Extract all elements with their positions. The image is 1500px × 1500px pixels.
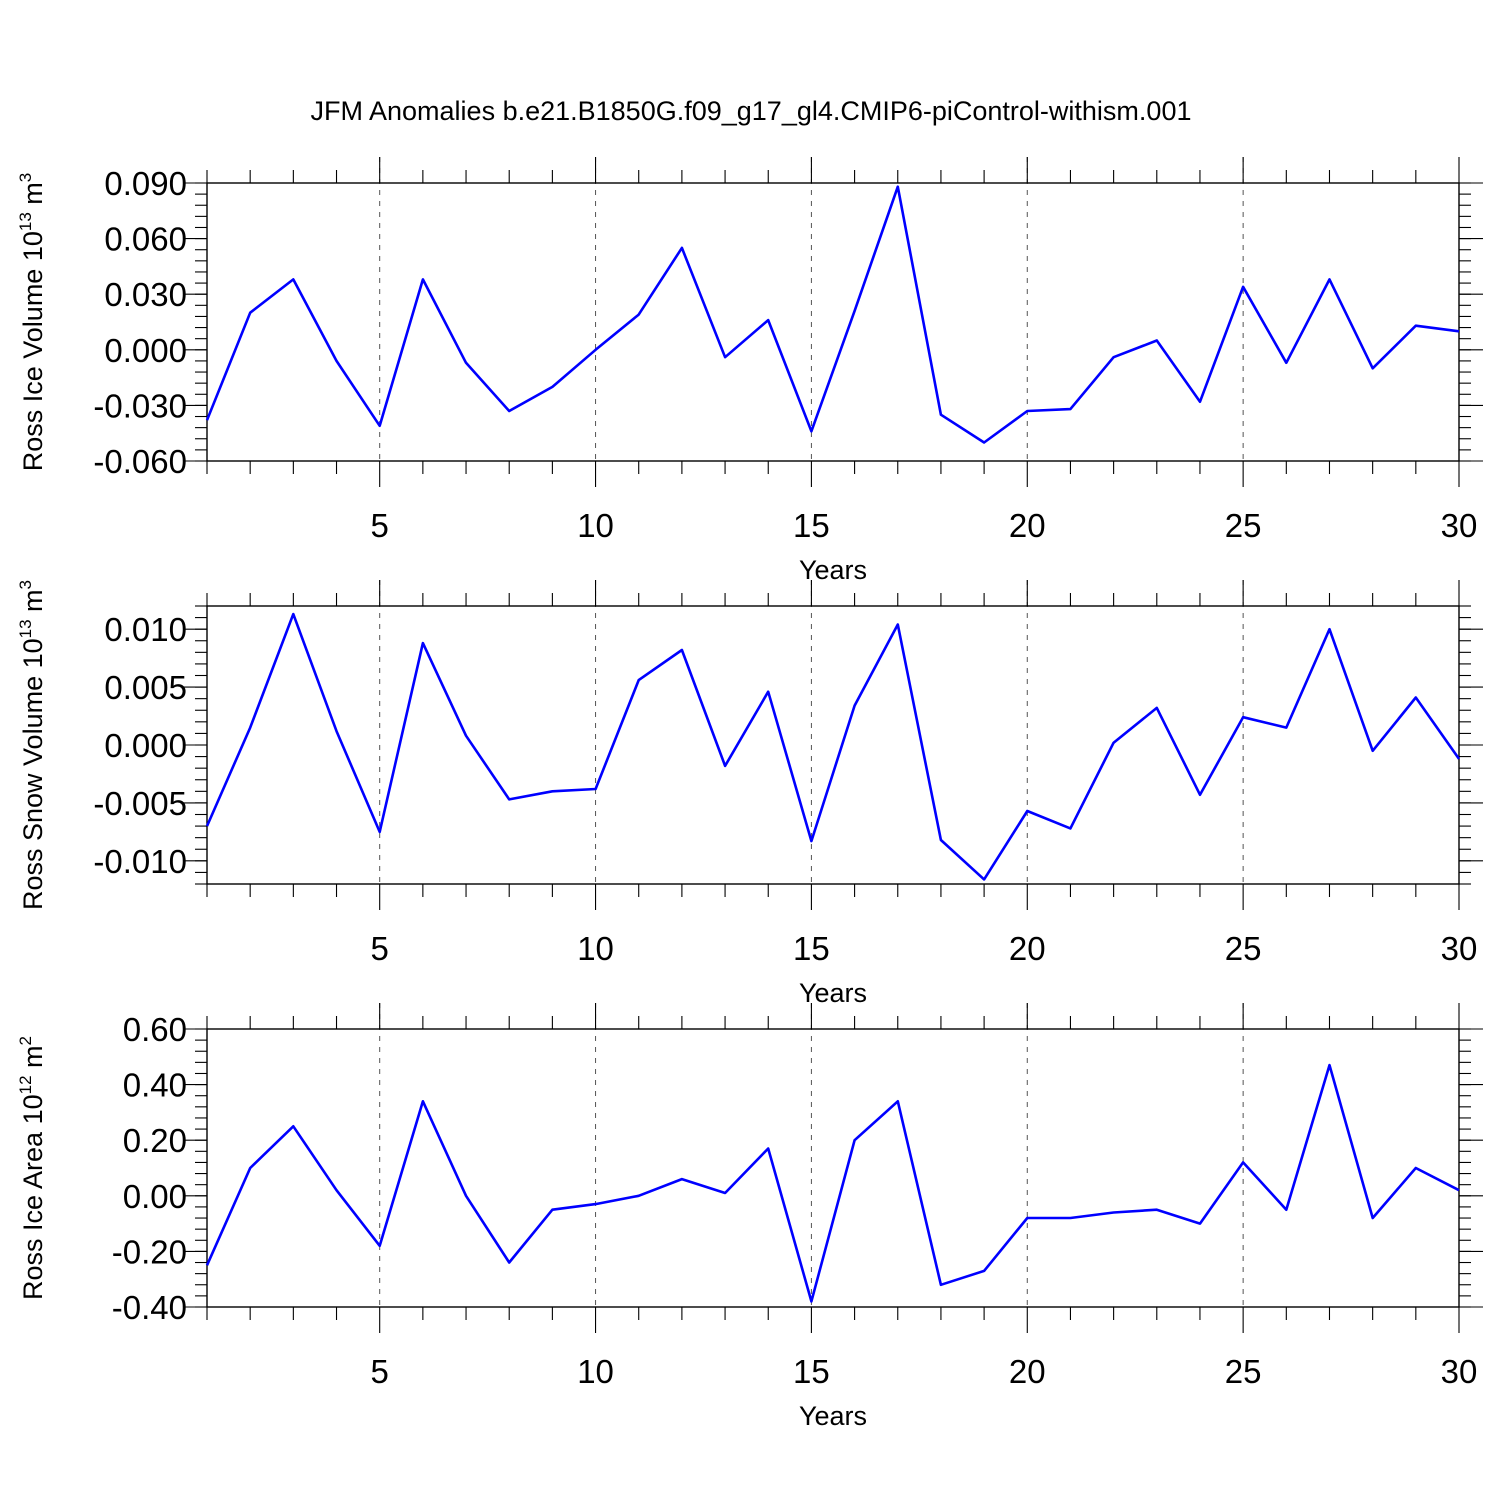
- y-tick-label: -0.20: [112, 1233, 187, 1270]
- y-tick-label: 0.60: [123, 1011, 187, 1048]
- x-tick-label: 20: [1009, 1353, 1046, 1390]
- chart-panel-1: 5 10 15 20 25 30 0.090 0.060 0.030 0.000 -0.030 -0.…: [16, 157, 1483, 585]
- series-line: [205, 1063, 1460, 1303]
- x-axis-label: Years: [799, 978, 867, 1008]
- plot-frame: [206, 182, 1460, 462]
- y-tick-label: 0.060: [104, 221, 187, 258]
- chart-panel-3: 5 10 15 20 25 30 0.60 0.40 0.20 0.00 -0.20 -0.40 Yea…: [16, 1003, 1483, 1431]
- y-axis-label: Ross Ice Area 1012 m2: [16, 1036, 48, 1300]
- y-tick-label: 0.005: [104, 669, 187, 706]
- x-tick-label: 20: [1009, 930, 1046, 967]
- x-axis-label: Years: [799, 555, 867, 585]
- y-axis-label-exponent: 12: [16, 1075, 35, 1094]
- x-tick-label: 25: [1225, 507, 1262, 544]
- y-axis-label-exponent: 13: [16, 212, 35, 231]
- x-tick-label: 10: [577, 507, 614, 544]
- y-axis-label: Ross Snow Volume 1013 m3: [16, 580, 48, 910]
- y-axis-label-unit: m: [18, 182, 48, 212]
- y-tick-label: 0.40: [123, 1067, 187, 1104]
- x-tick-label: 30: [1441, 1353, 1478, 1390]
- x-tick-label: 25: [1225, 1353, 1262, 1390]
- plot-frame: [206, 1028, 1460, 1308]
- y-axis-label-text: Ross Snow Volume 10: [18, 638, 48, 910]
- y-axis-label-exponent: 13: [16, 619, 35, 638]
- y-tick-label: 0.090: [104, 165, 187, 202]
- x-tick-label: 30: [1441, 507, 1478, 544]
- y-tick-label: -0.060: [93, 443, 187, 480]
- x-tick-label: 10: [577, 1353, 614, 1390]
- y-tick-label: -0.005: [93, 785, 187, 822]
- y-axis-label-unit-exponent: 2: [16, 1036, 35, 1045]
- y-axis-label-unit: m: [18, 1045, 48, 1075]
- y-tick-label: 0.00: [123, 1178, 187, 1215]
- y-tick-label: 0.000: [104, 727, 187, 764]
- y-tick-label: -0.40: [112, 1289, 187, 1326]
- y-tick-label: -0.010: [93, 843, 187, 880]
- x-tick-label: 5: [371, 1353, 389, 1390]
- y-tick-label: 0.030: [104, 276, 187, 313]
- x-tick-label: 30: [1441, 930, 1478, 967]
- x-tick-label: 15: [793, 507, 830, 544]
- x-tick-label: 15: [793, 930, 830, 967]
- y-tick-label: 0.010: [104, 611, 187, 648]
- y-tick-label: -0.030: [93, 387, 187, 424]
- y-axis-label-unit-exponent: 3: [16, 173, 35, 182]
- x-tick-label: 25: [1225, 930, 1262, 967]
- y-axis-label-unit: m: [18, 589, 48, 619]
- y-tick-label: 0.000: [104, 332, 187, 369]
- y-axis-label-text: Ross Ice Volume 10: [18, 231, 48, 471]
- x-tick-label: 10: [577, 930, 614, 967]
- chart-panel-2: 5 10 15 20 25 30 0.010 0.005 0.000 -0.005 -0.010 Ye…: [16, 580, 1483, 1008]
- series-line: [205, 185, 1460, 444]
- x-axis-label: Years: [799, 1401, 867, 1431]
- y-axis-label-text: Ross Ice Area 10: [18, 1094, 48, 1300]
- series-line: [205, 612, 1461, 881]
- x-tick-label: 5: [371, 930, 389, 967]
- chart-title: JFM Anomalies b.e21.B1850G.f09_g17_gl4.C…: [311, 96, 1192, 126]
- plot-frame: [206, 605, 1460, 885]
- y-axis-label-unit-exponent: 3: [16, 580, 35, 589]
- x-tick-label: 15: [793, 1353, 830, 1390]
- y-tick-label: 0.20: [123, 1122, 187, 1159]
- x-tick-label: 20: [1009, 507, 1046, 544]
- y-axis-label: Ross Ice Volume 1013 m3: [16, 173, 48, 472]
- x-tick-label: 5: [371, 507, 389, 544]
